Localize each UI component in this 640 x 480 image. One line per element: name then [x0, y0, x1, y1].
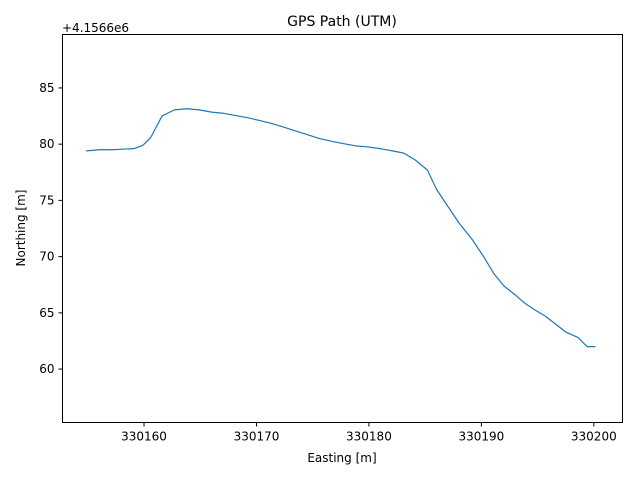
plot-area	[86, 108, 596, 348]
x-tick-label: 330180	[346, 430, 392, 444]
y-tick-label: 80	[39, 137, 54, 151]
x-tick-label: 330160	[121, 430, 167, 444]
y-tick-label: 65	[39, 306, 54, 320]
x-tick-label: 330200	[571, 430, 617, 444]
x-axis: 330160 330170 330180 330190 330200	[121, 422, 617, 444]
x-tick-label: 330170	[234, 430, 280, 444]
plot-frame	[62, 34, 623, 423]
gps-path-line	[86, 108, 596, 348]
y-tick-label: 60	[39, 362, 54, 376]
y-axis: 60 65 70 75 80 85	[39, 81, 63, 376]
x-tick-label: 330190	[458, 430, 504, 444]
y-tick-label: 85	[39, 81, 54, 95]
y-offset-label: +4.1566e6	[62, 21, 129, 35]
y-tick-label: 75	[39, 193, 54, 207]
chart-title: GPS Path (UTM)	[287, 14, 397, 30]
y-axis-label: Northing [m]	[14, 190, 28, 267]
x-axis-label: Easting [m]	[307, 451, 376, 465]
y-tick-label: 70	[39, 250, 54, 264]
